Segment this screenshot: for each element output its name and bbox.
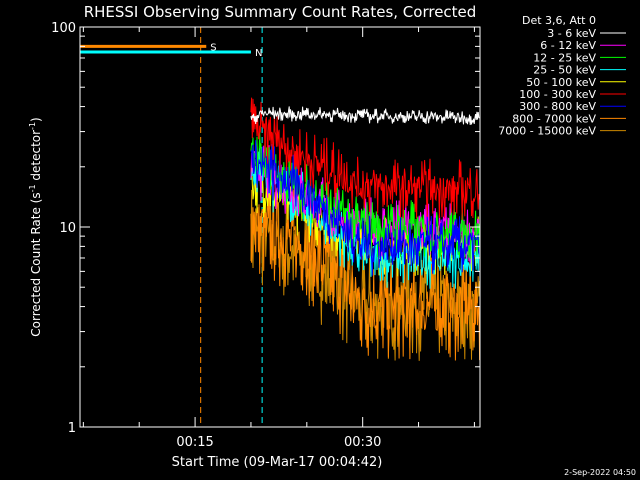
flag-label: S bbox=[210, 42, 216, 53]
legend-label: 25 - 50 keV bbox=[533, 64, 596, 77]
y-axis-label-part-3: ) bbox=[29, 117, 43, 122]
series-layer bbox=[250, 97, 481, 361]
legend-label: 7000 - 15000 keV bbox=[498, 125, 596, 138]
x-tick-label: 00:30 bbox=[344, 435, 381, 450]
series-line bbox=[250, 140, 481, 276]
series-line bbox=[250, 106, 480, 126]
legend-label: 3 - 6 keV bbox=[547, 27, 596, 40]
series-line bbox=[250, 97, 481, 220]
legend-title: Det 3,6, Att 0 bbox=[522, 14, 596, 27]
y-axis-label: Corrected Count Rate (s-1 detector-1) bbox=[28, 117, 43, 336]
legend-label: 6 - 12 keV bbox=[540, 39, 596, 52]
x-tick-label: 00:15 bbox=[176, 435, 213, 450]
y-tick-label: 100 bbox=[51, 21, 76, 36]
x-axis-label: Start Time (09-Mar-17 00:04:42) bbox=[172, 455, 383, 470]
legend-label: 300 - 800 keV bbox=[519, 100, 596, 113]
y-axis-label-part-2: detector bbox=[29, 130, 43, 185]
legend-label: 800 - 7000 keV bbox=[512, 112, 596, 125]
flag-label: N bbox=[255, 48, 262, 59]
legend-label: 50 - 100 keV bbox=[526, 76, 596, 89]
legend-label: 12 - 25 keV bbox=[533, 51, 596, 64]
chart-title: RHESSI Observing Summary Count Rates, Co… bbox=[84, 3, 477, 21]
y-tick-label: 1 bbox=[68, 421, 76, 436]
y-axis-label-part-1: Corrected Count Rate (s bbox=[29, 192, 43, 336]
y-axis-label-sup-2: -1 bbox=[28, 122, 37, 130]
legend-label: 100 - 300 keV bbox=[519, 88, 596, 101]
generation-timestamp: 2-Sep-2022 04:50 bbox=[564, 468, 636, 477]
y-tick-label: 10 bbox=[59, 221, 76, 236]
flags-layer: SN bbox=[80, 42, 262, 59]
series-line bbox=[250, 182, 481, 361]
axes-layer: 1 10 100 00:15 00:30 bbox=[51, 21, 480, 450]
y-axis-label-sup-1: -1 bbox=[28, 184, 37, 192]
